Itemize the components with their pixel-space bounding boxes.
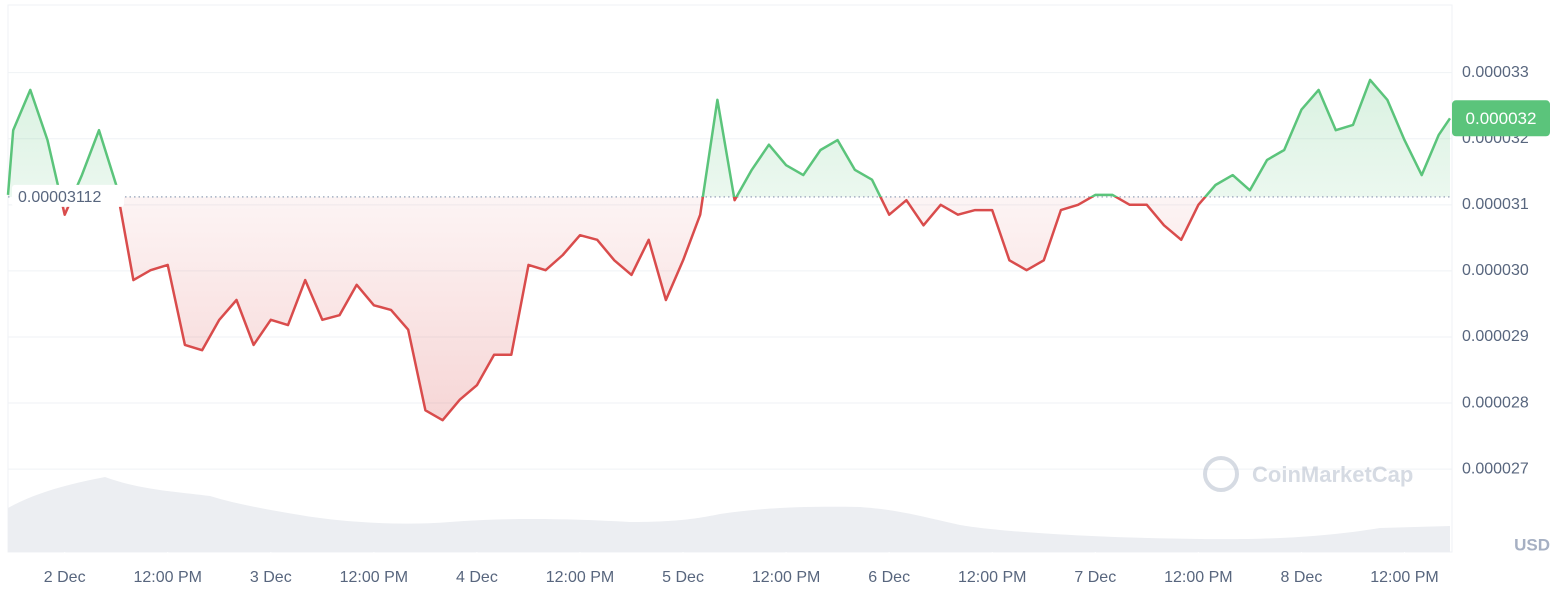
plot-layer: 0.000033 0.000032 0.000031 0.000030 0.000029… bbox=[6, 64, 1550, 586]
y-tick-label: 0.000033 bbox=[1462, 64, 1529, 81]
last-price-label: 0.000032 bbox=[1466, 109, 1537, 128]
x-tick-label: 12:00 PM bbox=[1164, 569, 1232, 586]
x-tick-label: 12:00 PM bbox=[546, 569, 614, 586]
last-price-tag bbox=[1452, 100, 1550, 137]
watermark: CoinMarketCap bbox=[1203, 456, 1413, 492]
volume-area bbox=[8, 477, 1450, 552]
x-tick-label: 4 Dec bbox=[456, 569, 498, 586]
watermark-text: CoinMarketCap bbox=[1252, 462, 1413, 487]
y-tick-label: 0.000028 bbox=[1462, 394, 1529, 411]
x-tick-label: 8 Dec bbox=[1281, 569, 1323, 586]
y-tick-label: 0.000027 bbox=[1462, 460, 1529, 477]
area-fill bbox=[8, 79, 1450, 421]
x-tick-label: 7 Dec bbox=[1074, 569, 1116, 586]
x-tick-label: 6 Dec bbox=[868, 569, 910, 586]
x-tick-label: 12:00 PM bbox=[1370, 569, 1438, 586]
x-tick-label: 12:00 PM bbox=[958, 569, 1026, 586]
x-tick-label: 3 Dec bbox=[250, 569, 292, 586]
baseline-label: 0.00003112 bbox=[18, 189, 101, 206]
x-tick-label: 12:00 PM bbox=[340, 569, 408, 586]
currency-label: USD bbox=[1514, 535, 1550, 554]
y-tick-label: 0.000030 bbox=[1462, 262, 1529, 279]
x-tick-label: 12:00 PM bbox=[752, 569, 820, 586]
x-tick-label: 2 Dec bbox=[44, 569, 86, 586]
x-tick-label: 12:00 PM bbox=[134, 569, 202, 586]
x-tick-label: 5 Dec bbox=[662, 569, 704, 586]
y-tick-label: 0.000029 bbox=[1462, 328, 1529, 345]
y-tick-label: 0.000031 bbox=[1462, 196, 1529, 213]
baseline-label-bg bbox=[12, 184, 124, 207]
watermark-logo bbox=[1203, 456, 1239, 492]
price-line bbox=[6, 78, 1452, 422]
